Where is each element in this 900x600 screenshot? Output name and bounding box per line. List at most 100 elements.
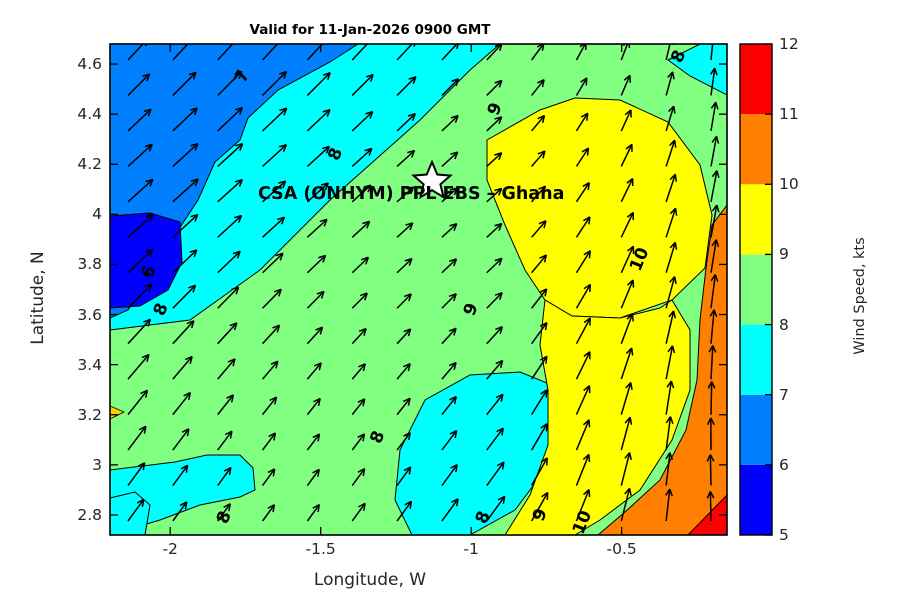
- wind-vector-arrow: [706, 417, 715, 451]
- colorbar-tick-label: 9: [779, 245, 789, 264]
- wind-vector-arrow: [665, 173, 678, 203]
- colorbar[interactable]: [739, 43, 773, 536]
- wind-vector-arrow: [575, 216, 591, 238]
- wind-vector-arrow: [575, 77, 588, 96]
- x-tick-label: -0.5: [606, 540, 637, 558]
- wind-vector-arrow: [531, 114, 546, 132]
- wind-vector-arrow: [396, 293, 412, 309]
- x-tick-label: -1.5: [305, 540, 336, 558]
- wind-vector-arrow: [306, 468, 320, 486]
- wind-vector-arrow: [486, 257, 503, 274]
- colorbar-tick-label: 5: [779, 526, 789, 544]
- wind-vector-arrow: [172, 249, 198, 274]
- wind-vector-arrow: [172, 213, 199, 238]
- wind-vector-arrow: [665, 416, 674, 451]
- wind-vector-arrow: [620, 487, 632, 522]
- wind-vector-arrow: [531, 220, 547, 238]
- wind-vector-arrow: [665, 380, 675, 415]
- wind-vector-arrow: [396, 431, 411, 451]
- wind-vector-arrow: [127, 283, 153, 309]
- wind-vector-arrow: [620, 452, 632, 486]
- wind-vector-arrow: [306, 145, 330, 167]
- y-tick-label: 3.4: [77, 355, 102, 374]
- wind-vector-arrow: [262, 107, 288, 132]
- site-annotation-label: CSA (ONHYM) PPL EBS – Ghana: [258, 184, 565, 204]
- wind-vector-arrow: [262, 70, 288, 96]
- wind-vector-arrow: [441, 187, 458, 203]
- wind-vector-arrow: [665, 71, 675, 96]
- wind-vector-arrow: [620, 347, 634, 380]
- wind-vector-arrow: [710, 135, 720, 167]
- wind-vector-arrow: [575, 283, 592, 309]
- wind-vector-arrow: [531, 150, 546, 167]
- colorbar-tick-label: 6: [779, 455, 789, 474]
- plot-frame: [109, 43, 728, 536]
- x-axis-label: Longitude, W: [313, 570, 427, 590]
- wind-vector-arrow: [217, 503, 231, 522]
- wind-vector-arrow: [441, 114, 459, 132]
- wind-vector-arrow: [531, 254, 548, 274]
- wind-vector-arrow: [306, 326, 324, 345]
- colorbar-tick-label: 12: [779, 35, 799, 53]
- colorbar-tick-label: 10: [779, 175, 799, 194]
- wind-vector-arrow: [306, 254, 327, 274]
- wind-vector-arrow: [217, 286, 240, 309]
- region-11-12: [687, 494, 727, 535]
- wind-vector-arrow: [665, 139, 677, 167]
- wind-vector-arrow: [262, 216, 286, 238]
- wind-vector-arrow: [262, 143, 288, 167]
- wind-vector-arrow: [127, 143, 153, 167]
- wind-vector-arrow: [441, 151, 459, 167]
- wind-vector-arrow: [530, 491, 549, 522]
- wind-vector-arrow: [575, 453, 591, 486]
- wind-vector-arrow: [575, 488, 591, 522]
- wind-vector-arrow: [351, 184, 372, 203]
- wind-vector-arrow: [665, 105, 676, 132]
- wind-vector-arrow: [396, 44, 416, 61]
- wind-vector-arrow: [217, 178, 243, 203]
- wind-vector-arrow: [127, 213, 154, 238]
- wind-vector-arrow: [486, 495, 506, 522]
- wind-vector-arrow: [261, 432, 277, 451]
- wind-vector-arrow: [396, 113, 416, 132]
- wind-vector-arrow: [172, 391, 192, 416]
- wind-vector-arrow: [396, 328, 412, 345]
- wind-vector-arrow: [706, 454, 715, 486]
- wind-vector-arrow: [396, 75, 417, 96]
- wind-vector-arrow: [217, 44, 234, 61]
- wind-vector-arrow: [261, 396, 278, 416]
- wind-vector-arrow: [486, 222, 503, 238]
- wind-vector-arrow: [127, 248, 154, 274]
- wind-vector-arrow: [172, 355, 193, 380]
- wind-vector-arrow: [172, 464, 189, 486]
- wind-vector-arrow: [396, 500, 413, 522]
- wind-vector-arrow: [486, 187, 503, 203]
- wind-vector-arrow: [351, 468, 366, 486]
- wind-vector-arrow: [708, 345, 717, 380]
- wind-vector-arrow: [709, 309, 718, 344]
- x-tick-label: -2: [162, 540, 178, 558]
- wind-vector-arrow: [620, 143, 633, 167]
- wind-vector-arrow: [217, 250, 241, 274]
- wind-vector-arrow: [172, 44, 194, 61]
- wind-vector-arrow: [172, 178, 199, 203]
- wind-vector-arrow: [172, 71, 197, 96]
- wind-vector-arrow: [486, 291, 503, 309]
- wind-vector-arrow: [306, 433, 321, 451]
- wind-vector-arrow: [396, 466, 412, 486]
- wind-vector-arrow: [172, 107, 198, 132]
- wind-vector-arrow: [306, 182, 329, 203]
- wind-vector-arrow: [441, 361, 457, 380]
- wind-vector-arrow: [351, 110, 374, 132]
- region-6-7: [110, 44, 359, 319]
- wind-vector-arrow: [217, 358, 236, 380]
- wind-vector-arrow: [306, 397, 321, 416]
- wind-vector-arrow: [575, 112, 589, 132]
- wind-vector-arrow: [127, 425, 147, 451]
- wind-vector-arrow: [306, 503, 321, 522]
- y-tick-label: 4.4: [77, 105, 102, 124]
- wind-vector-arrow: [665, 345, 676, 380]
- page-title: Valid for 11-Jan-2026 0900 GMT: [249, 22, 491, 38]
- wind-vector-arrow: [351, 398, 366, 416]
- wind-vector-arrow: [306, 44, 324, 61]
